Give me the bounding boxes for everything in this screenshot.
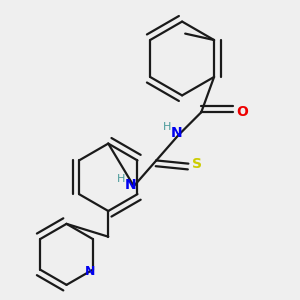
Text: H: H xyxy=(162,122,171,132)
Text: S: S xyxy=(192,157,203,171)
Text: O: O xyxy=(236,105,248,119)
Text: N: N xyxy=(85,265,95,278)
Text: H: H xyxy=(117,174,125,184)
Text: N: N xyxy=(170,126,182,140)
Text: N: N xyxy=(125,178,136,193)
